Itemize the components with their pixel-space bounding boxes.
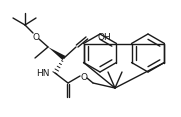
Polygon shape [48, 47, 65, 60]
Text: OH: OH [97, 33, 111, 42]
Text: HN: HN [37, 69, 50, 79]
Text: O: O [33, 33, 39, 42]
Text: O: O [81, 73, 87, 82]
